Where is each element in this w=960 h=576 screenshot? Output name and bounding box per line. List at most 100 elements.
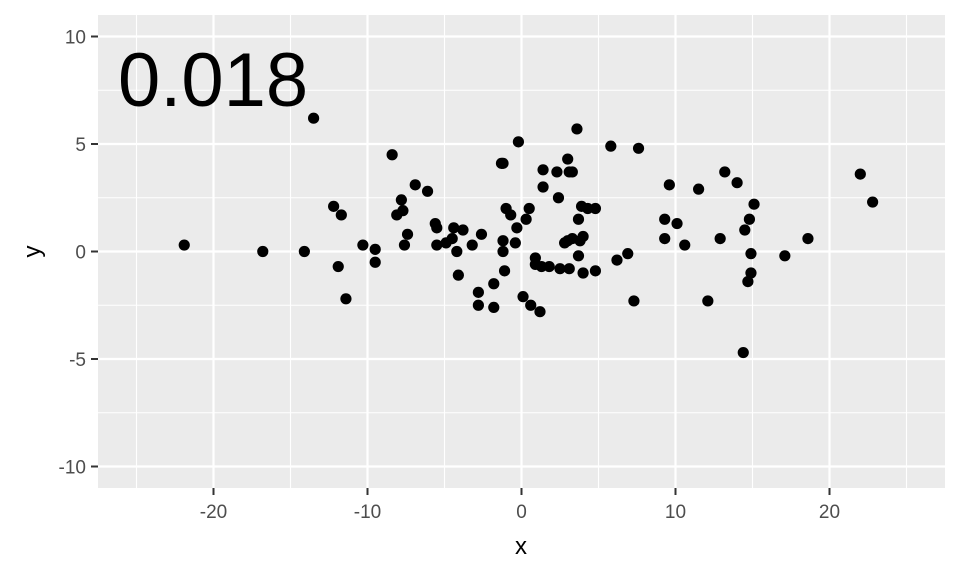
data-point <box>517 291 529 303</box>
data-point <box>497 157 509 169</box>
data-point <box>628 295 640 307</box>
data-point <box>421 185 434 197</box>
data-point <box>589 202 602 215</box>
data-point <box>779 250 791 262</box>
data-point <box>582 202 594 215</box>
data-point <box>748 198 760 210</box>
data-point <box>340 293 352 305</box>
data-point <box>448 222 460 234</box>
data-point <box>475 228 488 240</box>
data-point <box>671 217 683 230</box>
data-point <box>663 179 675 191</box>
data-point <box>431 239 443 251</box>
data-point <box>472 286 484 298</box>
x-tick-label: -20 <box>200 502 227 523</box>
x-axis-title: x <box>515 533 527 560</box>
data-point <box>466 239 478 251</box>
data-point <box>679 239 691 251</box>
annotation-label: 0.018 <box>118 38 308 123</box>
data-point <box>714 233 726 245</box>
data-point <box>298 245 310 258</box>
x-tick-label: 10 <box>665 502 686 523</box>
data-point <box>659 233 671 245</box>
y-tick-label: 0 <box>75 243 86 264</box>
data-point <box>566 166 578 178</box>
data-points <box>178 112 879 359</box>
data-point <box>551 166 563 178</box>
x-tick-label: 0 <box>516 502 527 523</box>
data-point <box>457 224 469 236</box>
data-point <box>397 205 409 217</box>
y-tick-label: 10 <box>65 28 86 49</box>
data-point <box>554 263 566 275</box>
data-point <box>332 260 344 273</box>
data-point <box>543 260 555 273</box>
data-point <box>178 239 190 251</box>
data-point <box>622 248 634 260</box>
data-point <box>535 260 548 273</box>
data-point <box>739 224 751 236</box>
data-point <box>589 265 602 277</box>
data-point <box>520 213 532 225</box>
data-point <box>854 168 866 180</box>
data-point <box>745 267 757 279</box>
data-point <box>409 179 421 191</box>
data-point <box>511 222 523 234</box>
y-tick-label: 5 <box>75 135 86 156</box>
data-point <box>743 213 756 225</box>
data-point <box>497 245 509 258</box>
data-point <box>632 142 645 154</box>
data-point <box>446 233 458 245</box>
x-axis-ticks: -20 -10 0 10 20 <box>200 488 840 523</box>
data-point <box>395 194 407 206</box>
data-point <box>742 276 754 288</box>
y-axis-ticks: -10 -5 0 5 10 <box>59 28 98 479</box>
data-point <box>472 299 484 311</box>
data-point <box>605 140 617 152</box>
data-point <box>398 239 411 251</box>
data-point <box>552 192 565 204</box>
data-point <box>702 295 714 307</box>
data-point <box>525 299 537 311</box>
data-point <box>523 202 535 215</box>
data-point <box>562 153 574 165</box>
data-point <box>731 177 743 189</box>
data-point <box>577 267 589 279</box>
data-point <box>577 230 589 243</box>
data-point <box>451 245 463 258</box>
data-point <box>611 254 623 266</box>
data-point <box>401 228 414 240</box>
data-point <box>335 209 347 221</box>
data-point <box>572 250 585 262</box>
data-point <box>431 222 443 234</box>
y-tick-label: -5 <box>69 350 86 371</box>
data-point <box>802 233 814 245</box>
data-point <box>659 213 671 225</box>
data-point <box>497 235 509 247</box>
data-point <box>452 269 464 281</box>
data-point <box>537 164 549 176</box>
data-point <box>498 265 511 277</box>
x-tick-label: 20 <box>819 502 840 523</box>
data-point <box>328 200 340 212</box>
data-point <box>867 196 879 208</box>
data-point <box>745 248 757 260</box>
data-point <box>357 239 369 251</box>
data-point <box>571 123 583 135</box>
data-point <box>509 237 521 249</box>
x-tick-label: -10 <box>354 502 381 523</box>
data-point <box>512 136 525 148</box>
data-point <box>505 209 517 221</box>
data-point <box>488 301 500 313</box>
data-point <box>369 243 381 255</box>
data-point <box>488 278 500 290</box>
data-point <box>563 263 575 275</box>
data-point <box>737 346 749 359</box>
y-tick-label: -10 <box>59 458 86 479</box>
data-point <box>308 112 320 124</box>
data-point <box>719 166 731 178</box>
data-point <box>386 149 398 161</box>
y-axis-title: y <box>19 246 46 258</box>
data-point <box>257 245 269 258</box>
